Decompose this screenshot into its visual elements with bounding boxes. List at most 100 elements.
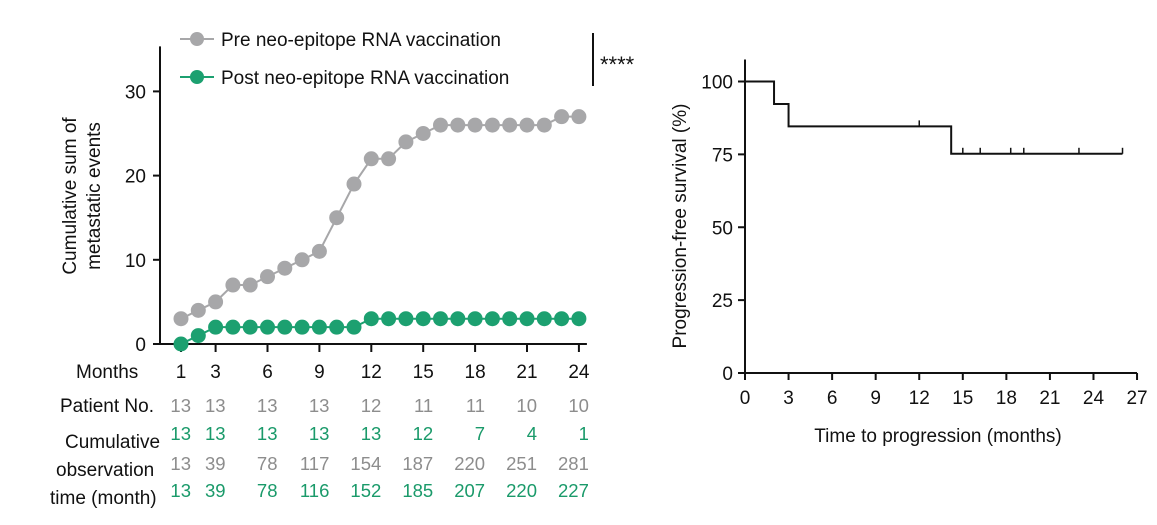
post-patient-count: 12: [413, 423, 434, 444]
left-x-tick-label: 6: [262, 362, 273, 383]
left-y-tick-label: 20: [125, 167, 146, 188]
post-patient-count: 13: [257, 423, 278, 444]
post-patient-count: 13: [309, 423, 330, 444]
post-patient-count: 13: [205, 423, 226, 444]
post-data-point: [208, 319, 224, 335]
right-x-tick-label: 15: [952, 388, 973, 409]
pre-data-point: [242, 277, 258, 293]
right-x-tick-label: 27: [1126, 388, 1147, 409]
pre-data-point: [398, 134, 414, 150]
post-data-point: [519, 311, 535, 327]
pre-patient-count: 10: [516, 395, 537, 416]
post-data-point: [294, 319, 310, 335]
pre-patient-count: 11: [414, 395, 433, 416]
obs-label-line2: observation: [56, 460, 154, 481]
post-observation-time: 220: [506, 480, 537, 501]
pre-patient-count: 13: [170, 395, 191, 416]
left-x-tick-label: 1: [176, 362, 187, 383]
pre-data-point: [311, 243, 327, 259]
post-patient-count: 1: [579, 423, 589, 444]
right-y-tick-label: 25: [712, 291, 733, 312]
pre-observation-time: 39: [205, 453, 226, 474]
post-patient-count: 13: [170, 423, 191, 444]
pre-data-point: [225, 277, 241, 293]
obs-label-line3: time (month): [50, 488, 157, 509]
right-x-tick-label: 3: [783, 388, 794, 409]
pre-observation-time: 281: [558, 453, 589, 474]
post-data-point: [536, 311, 552, 327]
right-y-tick-label: 0: [722, 364, 733, 385]
risk-table: 13 13 13 13 12 11 11 10 10 13 13 13 13 13 12 7 4 1 13 39 78 1…: [170, 395, 588, 501]
post-series-line: [180, 317, 579, 345]
pre-data-point: [329, 210, 345, 226]
post-patient-count: 7: [475, 423, 485, 444]
pre-data-point: [519, 117, 535, 133]
post-data-point: [277, 319, 293, 335]
legend-pre-marker: [190, 32, 204, 46]
progression-free-survival-chart: 0 25 50 75 100 0 3 6 9 12 15 18 21 24 27 Progression-f…: [670, 59, 1148, 447]
right-y-tick-label: 50: [712, 218, 733, 239]
pre-data-point: [260, 269, 275, 285]
left-ylabel-line1: Cumulative sum of: [60, 117, 81, 275]
right-axes: 0 25 50 75 100 0 3 6 9 12 15 18 21 24 27: [701, 59, 1148, 409]
pre-data-point: [190, 302, 206, 318]
post-data-point: [467, 311, 483, 327]
obs-label-line1: Cumulative: [65, 432, 160, 453]
pre-data-point: [208, 294, 224, 310]
pre-data-point: [346, 176, 362, 192]
post-data-point: [260, 319, 275, 335]
patient-row-label: Patient No.: [60, 396, 154, 417]
pre-observation-time: 13: [170, 453, 191, 474]
right-y-tick-label: 75: [712, 145, 733, 166]
pre-data-point: [571, 109, 587, 125]
left-x-tick-label: 21: [516, 362, 537, 383]
pre-data-point: [536, 117, 552, 133]
pre-patient-count: 13: [309, 395, 330, 416]
right-series: [745, 80, 1124, 155]
left-x-tick-label: 3: [210, 362, 221, 383]
pre-observation-time: 154: [350, 453, 381, 474]
pre-data-point: [415, 126, 431, 141]
post-data-point: [190, 328, 206, 344]
pre-observation-time: 187: [402, 453, 433, 474]
right-x-tick-label: 6: [827, 388, 838, 409]
pre-data-point: [502, 117, 518, 133]
post-observation-time: 185: [402, 480, 433, 501]
left-y-tick-label: 10: [125, 251, 146, 272]
survival-step-line: [745, 80, 1123, 155]
right-x-tick-label: 12: [909, 388, 930, 409]
pre-patient-count: 13: [205, 395, 226, 416]
left-x-tick-label: 24: [568, 362, 590, 383]
post-data-point: [242, 319, 258, 335]
legend-post-label: Post neo-epitope RNA vaccination: [221, 68, 509, 89]
pre-patient-count: 13: [257, 395, 278, 416]
legend-post-marker: [190, 70, 204, 84]
pre-data-point: [467, 117, 483, 133]
right-xlabel: Time to progression (months): [814, 426, 1061, 447]
left-x-tick-label: 15: [413, 362, 434, 383]
post-data-point: [450, 311, 466, 327]
left-y-tick-label: 30: [125, 82, 146, 103]
pre-data-point: [484, 117, 500, 133]
pre-data-point: [294, 252, 310, 268]
pre-patient-count: 12: [361, 395, 382, 416]
pre-data-point: [554, 109, 570, 125]
left-ylabel-line2: metastatic events: [84, 122, 105, 270]
post-observation-time: 207: [454, 480, 485, 501]
pre-observation-time: 117: [300, 453, 330, 474]
pre-patient-count: 10: [568, 395, 589, 416]
months-row-label: Months: [76, 362, 138, 383]
post-data-point: [346, 319, 362, 335]
post-data-point: [225, 319, 241, 335]
right-x-tick-label: 21: [1039, 388, 1060, 409]
post-data-point: [554, 311, 570, 327]
left-axes: 0 10 20 30 1 3 6 9 12 15 18 21 24: [125, 46, 590, 383]
pre-data-point: [433, 117, 448, 133]
right-x-tick-label: 18: [996, 388, 1017, 409]
post-data-point: [502, 311, 518, 327]
post-observation-time: 116: [300, 480, 330, 501]
pre-data-point: [450, 117, 466, 133]
pre-observation-time: 78: [257, 453, 278, 474]
pre-observation-time: 220: [454, 453, 485, 474]
